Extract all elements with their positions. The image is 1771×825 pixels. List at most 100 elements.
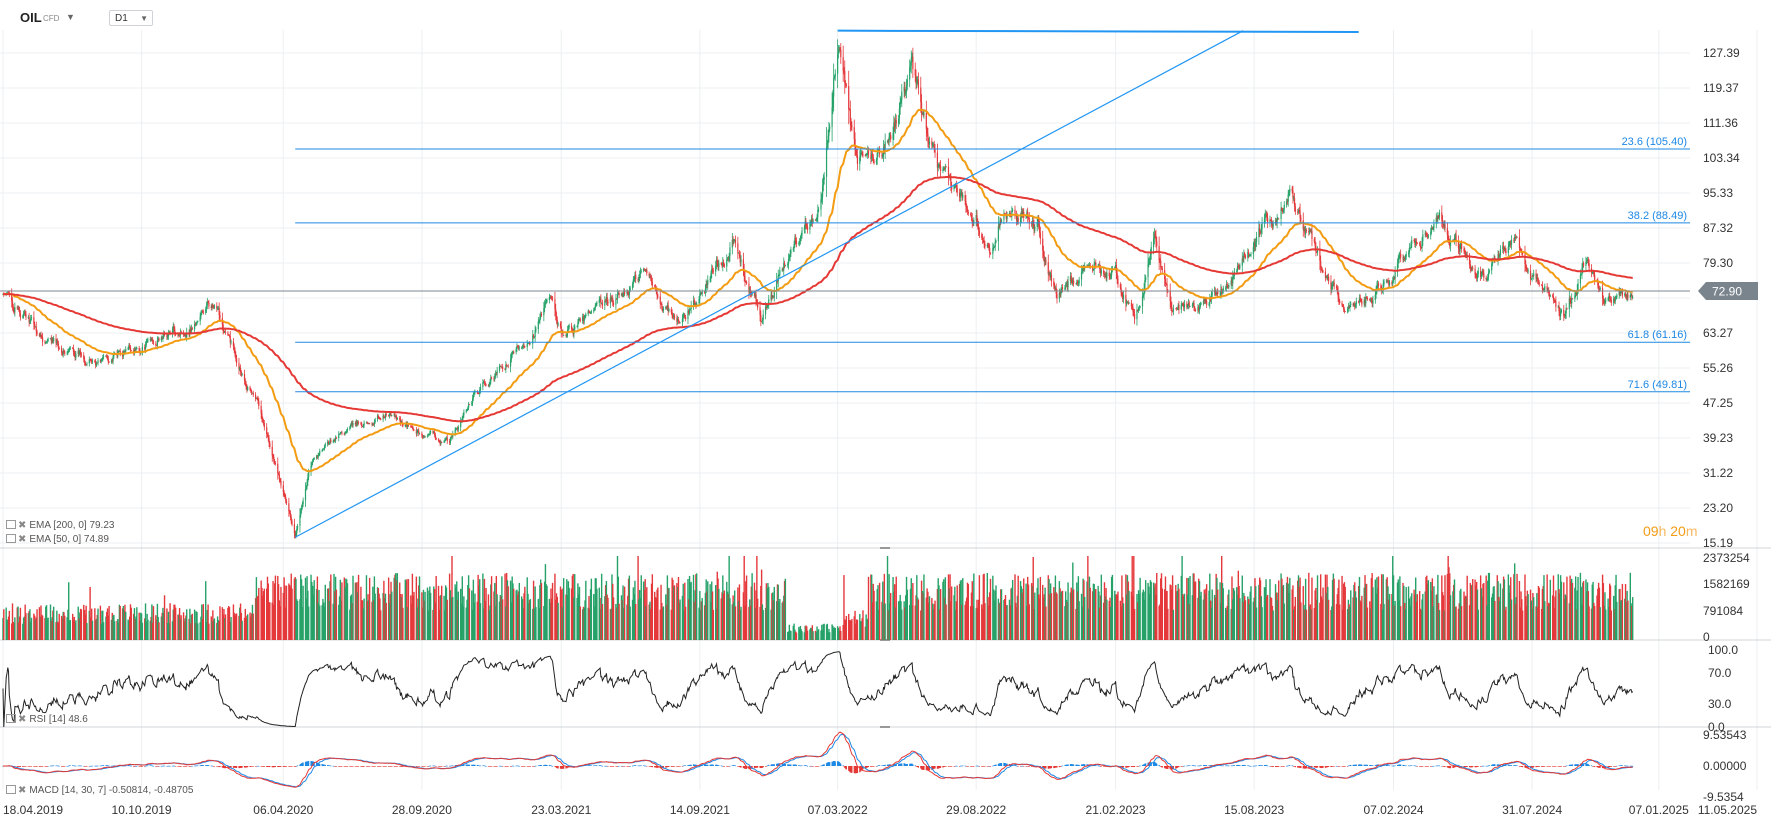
candle-body (1372, 299, 1374, 304)
candle-body (295, 532, 297, 537)
macd-hist-bar (151, 765, 153, 767)
candle-body (1076, 281, 1079, 284)
candle-body (99, 360, 102, 362)
volume-bar (1385, 579, 1388, 640)
volume-axis-tick: 791084 (1703, 604, 1743, 618)
volume-bar (772, 600, 775, 640)
macd-hist-bar (133, 766, 136, 767)
volume-bar (1010, 588, 1012, 640)
volume-bar (732, 595, 734, 640)
volume-bar (628, 575, 631, 640)
candle-body (1533, 273, 1535, 277)
candle-body (1191, 304, 1193, 307)
macd-hist-bar (163, 765, 166, 767)
macd-hist-bar (216, 766, 218, 767)
macd-hist-bar (438, 766, 440, 767)
panel-resize-handle (880, 726, 890, 728)
volume-bar (654, 597, 657, 640)
candle-body (1152, 238, 1155, 248)
candle-body (1587, 259, 1589, 264)
candle-body (1092, 267, 1094, 271)
volume-bar (733, 590, 736, 640)
volume-bar (1498, 601, 1501, 640)
candle-body (1482, 271, 1484, 273)
candle-body (701, 291, 703, 294)
macd-hist-bar (539, 765, 541, 766)
candle-body (105, 355, 107, 357)
volume-bar (579, 606, 581, 640)
volume-bar (1538, 587, 1540, 640)
candle-body (1149, 259, 1151, 262)
candle-body (620, 293, 623, 296)
macd-hist-bar (196, 765, 198, 767)
macd-hist-bar (190, 766, 192, 767)
candle-body (180, 331, 182, 333)
candle-body (904, 87, 906, 94)
candle-body (983, 240, 985, 244)
candle-body (1141, 295, 1144, 307)
candle-body (932, 144, 935, 146)
candle-body (582, 316, 585, 322)
volume-bar (1067, 582, 1069, 640)
macd-hist-bar (68, 765, 70, 767)
candle-body (694, 303, 696, 305)
candle-body (866, 153, 868, 155)
candle-body (805, 221, 807, 226)
candle-body (1419, 243, 1421, 245)
candle-body (1227, 286, 1229, 288)
macd-hist-bar (501, 765, 503, 767)
volume-bar (188, 618, 190, 640)
volume-bar (1460, 588, 1462, 640)
volume-bar (788, 624, 791, 640)
volume-bar (659, 609, 661, 640)
volume-bar (132, 613, 135, 640)
candle-body (311, 463, 313, 466)
candle-body (1150, 247, 1152, 255)
volume-bar (307, 590, 309, 640)
volume-bar (1106, 599, 1108, 640)
macd-hist-bar (559, 766, 562, 769)
volume-bar (1392, 556, 1394, 640)
volume-bar (128, 620, 130, 640)
volume-bar (916, 597, 919, 640)
volume-bar (230, 616, 232, 640)
candle-body (30, 318, 32, 321)
macd-hist-bar (372, 766, 374, 767)
candle-body (69, 347, 71, 349)
volume-bar (693, 601, 696, 640)
macd-hist-bar (376, 766, 379, 767)
volume-bar (1624, 584, 1627, 640)
candle-body (1258, 228, 1260, 238)
volume-bar (981, 608, 984, 640)
macd-hist-bar (343, 766, 345, 767)
volume-bar (956, 585, 958, 640)
candle-body (1242, 258, 1244, 260)
volume-bar (1313, 608, 1316, 640)
volume-bar (1394, 600, 1396, 640)
volume-bar (1022, 588, 1024, 640)
volume-bar (328, 600, 330, 640)
macd-hist-bar (551, 765, 553, 767)
macd-hist-bar (77, 765, 79, 767)
candle-body (1042, 250, 1045, 256)
candle-body (1525, 267, 1528, 270)
volume-bar (305, 598, 307, 640)
volume-bar (1372, 587, 1374, 640)
volume-bar (1448, 567, 1450, 640)
candle-body (373, 421, 375, 425)
volume-bar (395, 573, 397, 640)
volume-bar (1291, 589, 1293, 640)
volume-bar (177, 614, 179, 640)
volume-bar (368, 577, 371, 640)
candle-body (421, 433, 423, 436)
volume-bar (52, 610, 54, 640)
candle-body (167, 333, 170, 337)
volume-bar (1487, 580, 1489, 640)
candle-body (1453, 237, 1456, 241)
candle-body (506, 365, 509, 367)
volume-bar (1159, 604, 1161, 640)
volume-bar (829, 632, 831, 640)
fib-level-label: 71.6 (49.81) (1628, 379, 1687, 391)
volume-bar (117, 619, 119, 640)
